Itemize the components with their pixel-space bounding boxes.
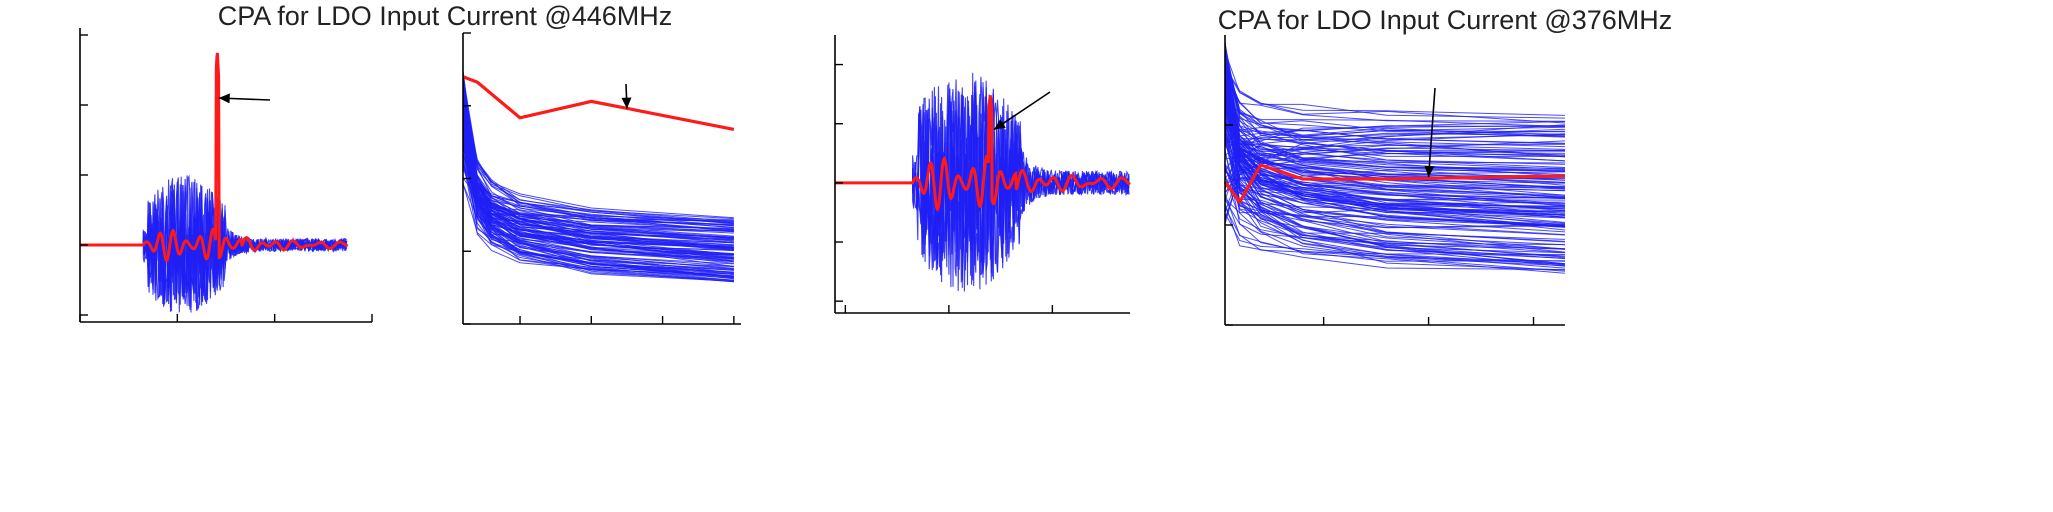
- series-wrong-key-135: [1224, 51, 1566, 228]
- series-wrong-key-146: [1224, 128, 1566, 156]
- series-wrong-key-149: [1224, 121, 1566, 199]
- annotation-arrow-head: [1424, 165, 1435, 177]
- plot-area: [462, 70, 735, 283]
- series-wrong-key-145: [1224, 129, 1566, 140]
- series-wrong-key-134: [1224, 93, 1566, 218]
- panel-446mhz-traces: [462, 32, 741, 325]
- series-wrong-key-86: [1224, 199, 1566, 254]
- series-wrong-key-55: [1224, 65, 1566, 122]
- annotation-arrow-line: [1427, 87, 1436, 178]
- figure-title-right: CPA for LDO Input Current @376MHz: [1218, 5, 1673, 35]
- series-wrong-key-121: [1224, 53, 1566, 148]
- panel-446mhz-time: [79, 28, 373, 323]
- series-wrong-key-142: [1224, 107, 1566, 250]
- series-wrong-key-137: [1224, 128, 1566, 257]
- series-wrong-key-14: [1224, 66, 1566, 116]
- series-wrong-key-136: [1224, 78, 1566, 138]
- annotation-arrow-head: [218, 93, 230, 104]
- panel-376mhz-traces: [1223, 35, 1566, 326]
- series-wrong-key-49: [1224, 51, 1566, 124]
- series-wrong-key-107: [462, 115, 734, 233]
- series-wrong-key-102: [1224, 86, 1566, 246]
- series-wrong-key-110: [462, 105, 734, 264]
- series-wrong-key-7: [80, 181, 348, 313]
- series-wrong-key-128: [1224, 113, 1566, 132]
- series-wrong-key-48: [1224, 67, 1566, 119]
- plot-area: [1223, 41, 1566, 274]
- series-correct-key: [462, 75, 735, 131]
- series-wrong-key-103: [1224, 149, 1566, 267]
- series-wrong-key-98: [462, 158, 734, 268]
- series-wrong-key-102: [462, 98, 734, 242]
- series-wrong-key-106: [462, 86, 734, 224]
- series-correct-key: [80, 52, 349, 263]
- series-wrong-key-44: [1224, 203, 1566, 271]
- series-wrong-key-100: [462, 154, 734, 247]
- annotation-arrow-head: [993, 119, 1006, 130]
- series-wrong-key-83: [462, 145, 734, 256]
- series-wrong-key-94: [462, 113, 734, 239]
- panel-376mhz-time: [834, 35, 1131, 314]
- series-wrong-key-125: [1224, 90, 1566, 183]
- series-wrong-key-147: [1224, 106, 1566, 175]
- series-wrong-key-86: [462, 161, 734, 277]
- annotation-arrow-head: [621, 97, 632, 109]
- series-wrong-key-103: [462, 161, 734, 271]
- series-wrong-key-89: [462, 99, 734, 224]
- plot-area: [80, 52, 349, 313]
- series-wrong-key-106: [1224, 71, 1566, 156]
- series-wrong-key-150: [1224, 112, 1566, 265]
- series-wrong-key-148: [1224, 103, 1566, 189]
- series-wrong-key-143: [1224, 150, 1566, 194]
- series-correct-key: [835, 95, 1131, 212]
- annotation-arrow-line: [993, 91, 1051, 131]
- figure-title-left: CPA for LDO Input Current @446MHz: [218, 1, 673, 31]
- series-correct-key: [1223, 163, 1566, 205]
- series-wrong-key-109: [462, 163, 734, 246]
- series-wrong-key-123: [1224, 95, 1566, 259]
- series-wrong-key-127: [1224, 67, 1566, 144]
- plot-area: [835, 72, 1131, 292]
